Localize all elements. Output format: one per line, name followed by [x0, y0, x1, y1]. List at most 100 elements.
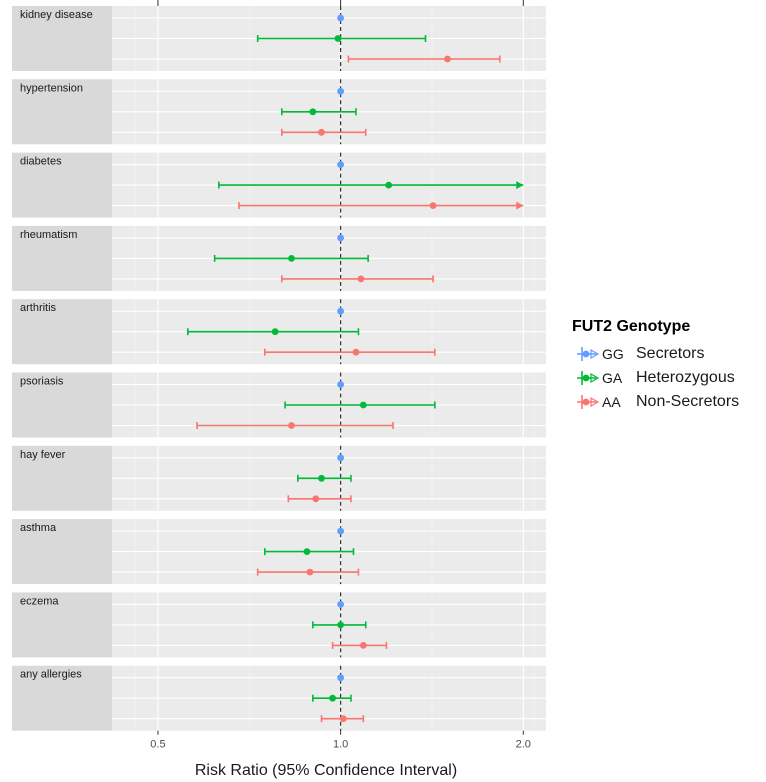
panel-arthritis: arthritis: [12, 299, 546, 365]
point-estimate: [337, 454, 345, 462]
point-AA: [320, 715, 365, 723]
point-GG: [337, 307, 345, 315]
panel-label: eczema: [20, 595, 59, 607]
point-GG: [337, 381, 345, 388]
panel-label: arthritis: [20, 302, 57, 314]
panel-kidney-disease: kidney disease: [12, 6, 546, 71]
point-estimate: [337, 674, 345, 682]
legend-key-icon: [577, 371, 600, 385]
panel-asthma: asthma: [12, 519, 546, 585]
panel-label: asthma: [20, 522, 57, 534]
panel-psoriasis: psoriasis: [12, 372, 546, 438]
point-GA: [296, 474, 352, 482]
x-axis-title: Risk Ratio (95% Confidence Interval): [195, 762, 457, 779]
point-GA: [256, 35, 427, 42]
point-GA: [312, 694, 352, 702]
panel-eczema: eczema: [12, 592, 546, 658]
legend-code: GA: [602, 370, 623, 386]
point-estimate: [359, 401, 367, 409]
point-estimate: [339, 715, 347, 723]
point-GG: [337, 161, 345, 169]
point-GA: [264, 548, 355, 556]
point-GA: [312, 621, 367, 629]
legend-code: AA: [602, 394, 621, 410]
point-GG: [337, 87, 345, 95]
tick-label: 2.0: [516, 739, 531, 751]
panel-label: hypertension: [20, 82, 83, 94]
point-GG: [337, 454, 345, 462]
error-arrow: [516, 201, 524, 210]
point-GA: [218, 181, 524, 190]
panel-label: psoriasis: [20, 376, 64, 388]
point-estimate: [329, 694, 336, 702]
error-arrow: [516, 181, 524, 190]
legend-title: FUT2 Genotype: [572, 318, 691, 335]
point-GG: [337, 14, 345, 22]
panel-strip: [12, 152, 112, 218]
point-AA: [264, 348, 436, 356]
legend-entry-GA: GA Heterozygous: [572, 366, 762, 390]
point-estimate: [303, 548, 311, 555]
panel-rheumatism: rheumatism: [12, 225, 546, 291]
legend-entries: GG Secretors GA Heterozygous AA Non-Secretors: [572, 342, 762, 414]
panel-hypertension: hypertension: [12, 79, 546, 145]
point-estimate: [385, 181, 393, 189]
point-GA: [213, 254, 369, 262]
point-GG: [337, 674, 345, 682]
point-estimate: [337, 161, 345, 169]
legend-label: Heterozygous: [636, 369, 735, 386]
point-estimate: [288, 255, 295, 262]
panel-strip: [12, 372, 112, 438]
point-estimate: [337, 381, 345, 388]
point-GA: [281, 108, 357, 116]
tick-label: 1.0: [333, 739, 348, 751]
point-AA: [347, 55, 501, 63]
point-AA: [281, 275, 434, 283]
panel-strip: [12, 6, 112, 71]
point-AA: [196, 422, 394, 429]
point-estimate: [312, 495, 320, 503]
panel-strip: [12, 225, 112, 291]
point-estimate: [309, 108, 317, 116]
point-estimate: [429, 202, 437, 210]
legend-key-icon: [577, 347, 600, 361]
point-AA: [256, 568, 360, 576]
point-estimate: [337, 307, 345, 315]
point-GG: [337, 527, 345, 535]
panel-diabetes: diabetes: [12, 152, 546, 218]
panel-strip: [12, 445, 112, 511]
point-estimate: [271, 328, 279, 336]
point-estimate: [337, 601, 345, 608]
panels-group: kidney disease hypertension diabetes rheuma…: [12, 6, 546, 731]
point-GG: [337, 600, 345, 608]
point-estimate: [318, 474, 325, 482]
point-estimate: [337, 14, 345, 22]
panel-strip: [12, 665, 112, 731]
point-AA: [331, 641, 388, 649]
point-estimate: [318, 128, 325, 136]
legend: FUT2 Genotype GG Secretors GA Heterozygous A…: [572, 318, 762, 414]
x-axis: 0.5 1.0 2.0: [150, 0, 531, 751]
point-GA: [284, 401, 436, 409]
legend-code: GG: [602, 346, 624, 362]
legend-label: Non-Secretors: [636, 393, 740, 410]
panel-any-allergies: any allergies: [12, 665, 546, 731]
legend-entry-GG: GG Secretors: [572, 342, 762, 366]
panel-label: hay fever: [20, 449, 66, 461]
panel-label: kidney disease: [20, 9, 93, 21]
panel-label: rheumatism: [20, 229, 77, 241]
point-estimate: [352, 348, 360, 356]
point-estimate: [444, 55, 451, 63]
point-estimate: [334, 35, 342, 42]
point-estimate: [337, 621, 345, 629]
panel-strip: [12, 592, 112, 658]
panel-strip: [12, 299, 112, 365]
point-AA: [281, 128, 367, 136]
point-estimate: [337, 527, 345, 535]
panel-label: diabetes: [20, 156, 62, 168]
legend-entry-AA: AA Non-Secretors: [572, 390, 762, 414]
point-GG: [337, 234, 345, 242]
panel-strip: [12, 519, 112, 585]
point-estimate: [306, 568, 314, 576]
